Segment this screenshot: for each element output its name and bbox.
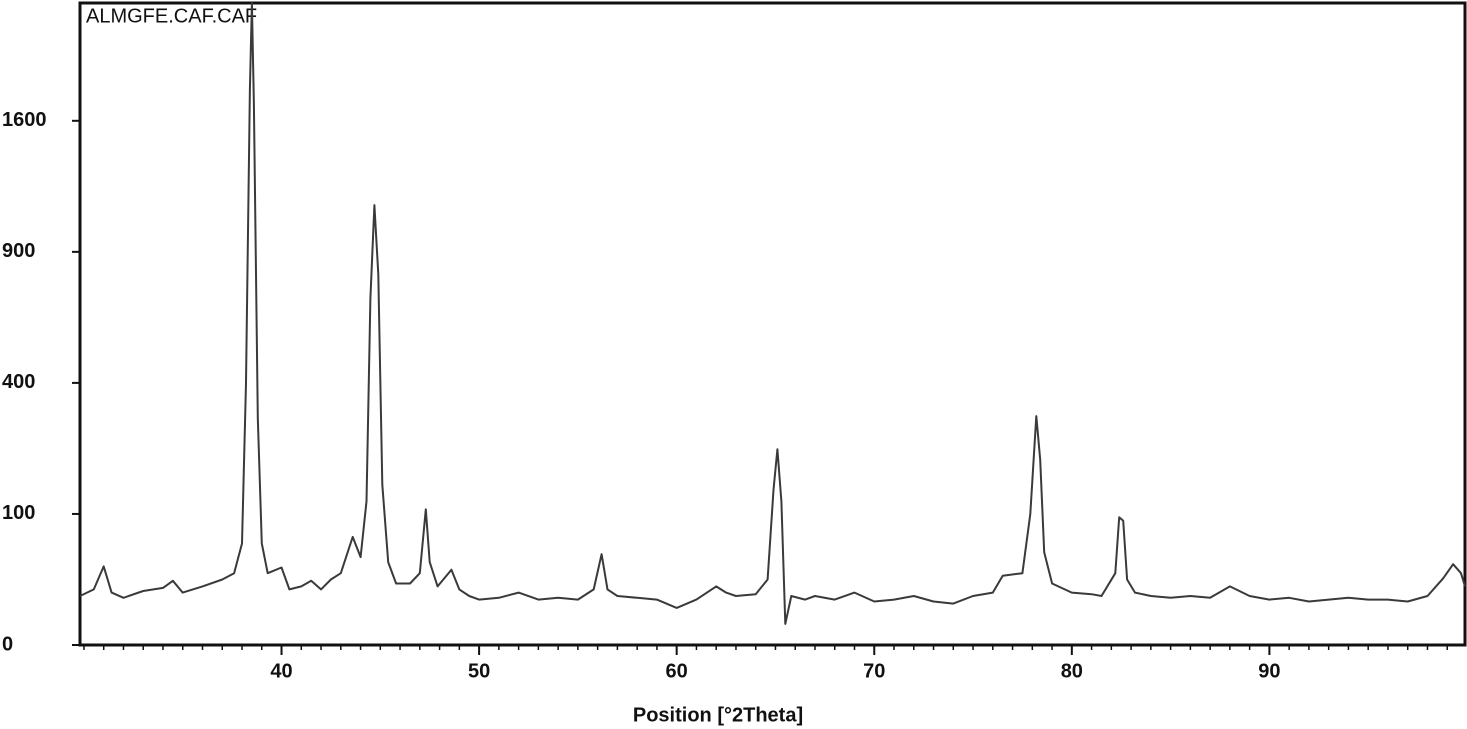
- x-tick-label: 80: [1061, 660, 1083, 682]
- x-axis-label: Position [°2Theta]: [633, 704, 803, 726]
- data-line: [79, 2, 1466, 625]
- x-tick-label: 50: [468, 660, 490, 682]
- x-tick-label: 60: [666, 660, 688, 682]
- x-tick-label: 90: [1258, 660, 1280, 682]
- x-tick-label: 70: [863, 660, 885, 682]
- chart-title: ALMGFE.CAF.CAF: [86, 5, 257, 27]
- y-tick-label: 0: [2, 633, 13, 655]
- x-tick-label: 40: [270, 660, 292, 682]
- y-tick-label: 900: [2, 240, 35, 262]
- plot-frame: [78, 1, 1467, 647]
- y-tick-label: 1600: [2, 109, 47, 131]
- y-tick-label: 400: [2, 371, 35, 393]
- y-tick-label: 100: [2, 502, 35, 524]
